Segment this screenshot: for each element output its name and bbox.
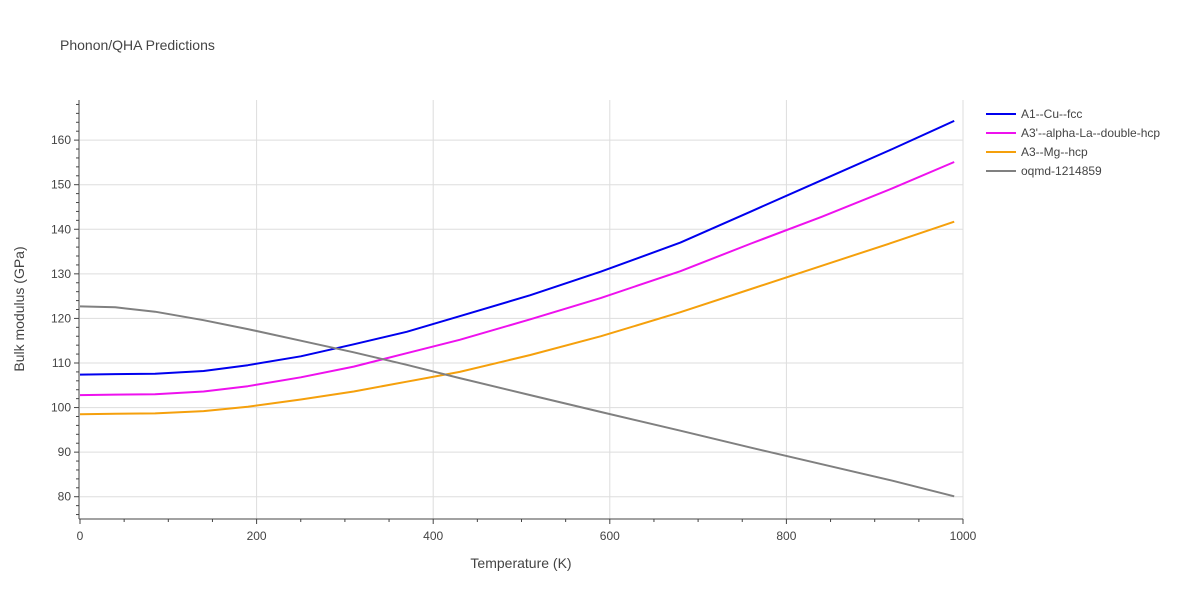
y-tick-label: 100 [51, 401, 71, 415]
series-line-3 [79, 305, 955, 498]
chart-title: Phonon/QHA Predictions [60, 37, 215, 53]
y-tick-label: 110 [52, 356, 71, 370]
x-tick-label: 1000 [950, 529, 977, 543]
legend-label: A3--Mg--hcp [1021, 145, 1088, 159]
y-tick-label: 120 [51, 311, 71, 325]
legend-label: A1--Cu--fcc [1021, 107, 1082, 121]
legend-item[interactable]: A3--Mg--hcp [986, 145, 1088, 159]
y-tick-label: 80 [58, 490, 72, 504]
y-tick-label: 90 [58, 445, 72, 459]
legend-label: oqmd-1214859 [1021, 164, 1102, 178]
y-axis-title: Bulk modulus (GPa) [11, 246, 27, 371]
grid-layer [80, 100, 964, 519]
legend-label: A3'--alpha-La--double-hcp [1021, 126, 1160, 140]
y-tick-label: 140 [51, 222, 71, 236]
x-axis-title: Temperature (K) [470, 555, 571, 571]
x-tick-label: 0 [77, 529, 84, 543]
series-line-2 [79, 220, 955, 416]
x-tick-label: 800 [776, 529, 796, 543]
y-tick-label: 150 [51, 178, 71, 192]
axes-layer: 0 200 400 600 800 1000 80 90 100 110 120 130 140 150 1… [51, 100, 977, 543]
legend-item[interactable]: A1--Cu--fcc [986, 107, 1082, 121]
x-tick-label: 600 [600, 529, 620, 543]
series-line-0 [79, 119, 955, 376]
x-tick-label: 200 [247, 529, 267, 543]
legend-item[interactable]: oqmd-1214859 [986, 164, 1102, 178]
series-layer [79, 119, 955, 498]
series-line-1 [79, 161, 955, 397]
x-tick-label: 400 [423, 529, 443, 543]
legend[interactable]: A1--Cu--fcc A3'--alpha-La--double-hcp A3--… [986, 107, 1160, 178]
legend-item[interactable]: A3'--alpha-La--double-hcp [986, 126, 1160, 140]
y-tick-label: 160 [51, 133, 71, 147]
y-tick-label: 130 [51, 267, 71, 281]
